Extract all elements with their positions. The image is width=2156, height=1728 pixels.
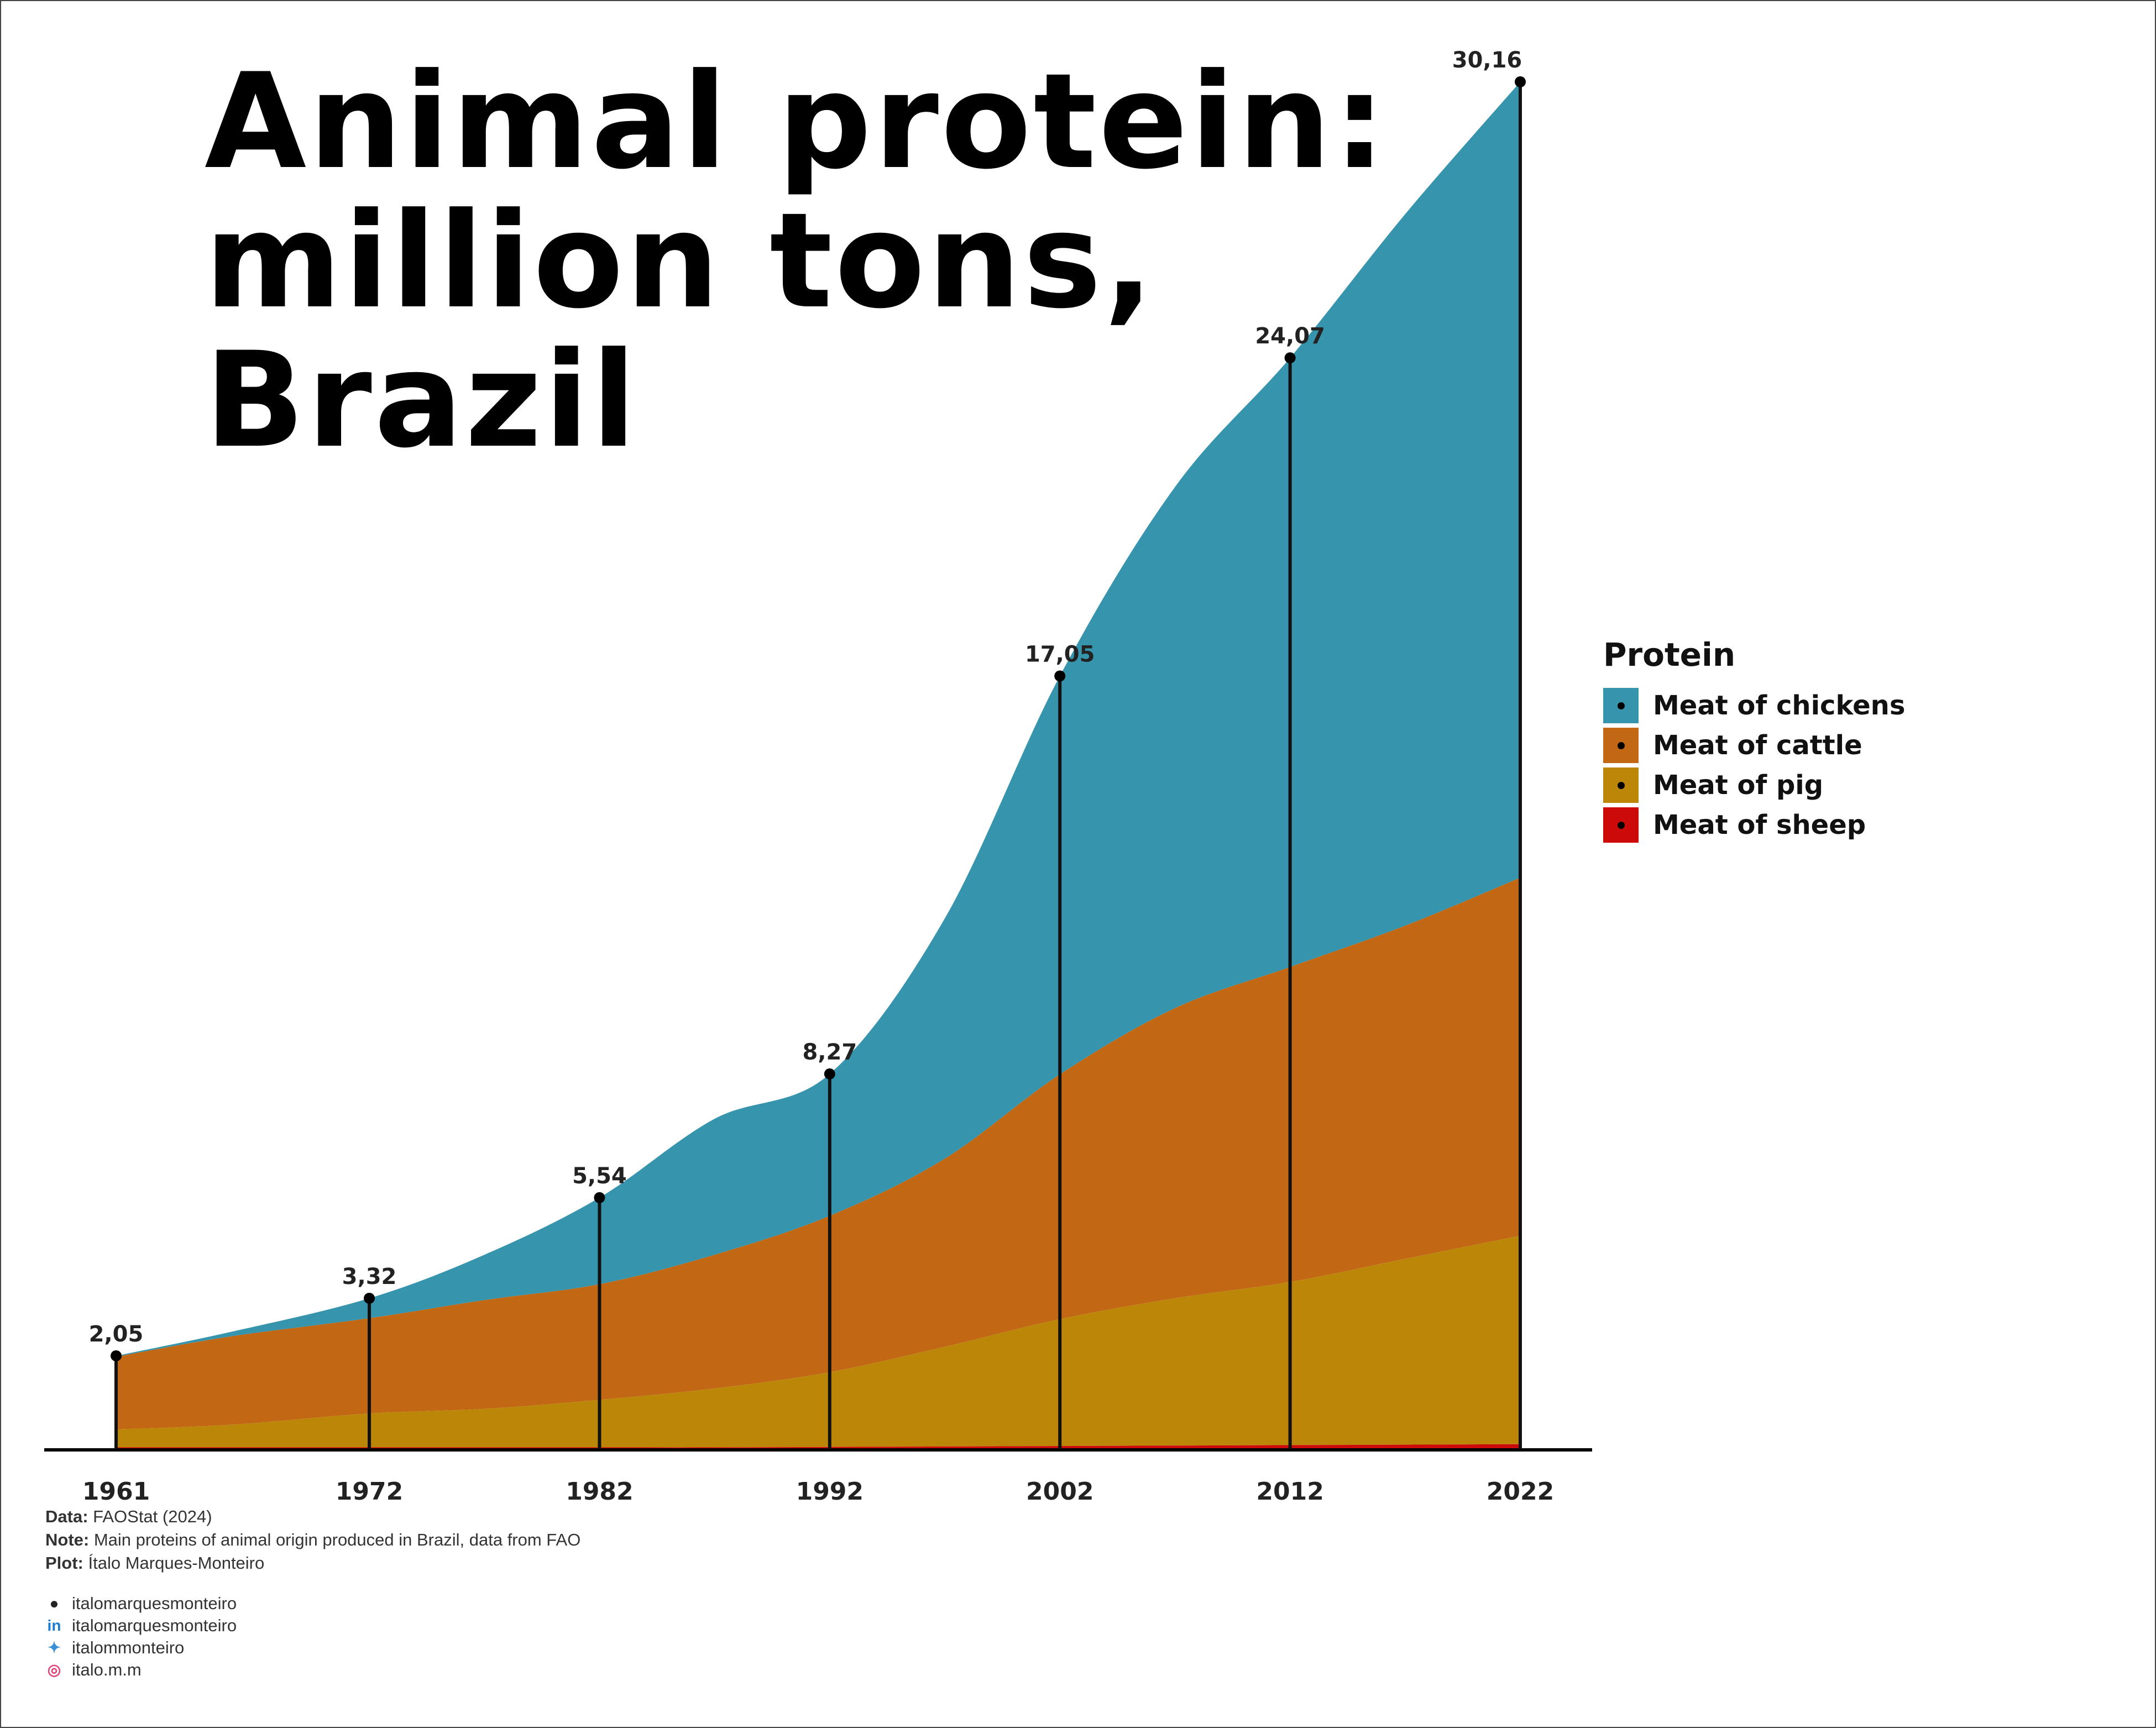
point-1992 [824,1068,835,1080]
x-tick-1992: 1992 [796,1478,864,1506]
x-tick-1961: 1961 [82,1478,150,1506]
area-meat-of-pig [116,1235,1520,1448]
x-tick-labels: 1961 1972 1982 1992 2002 2012 2022 [82,1478,1554,1506]
point-1982 [594,1192,605,1203]
legend-item-sheep: Meat of sheep [1603,805,1905,845]
value-label-2012: 24,07 [1255,323,1325,349]
legend: Protein Meat of chickens Meat of cattle … [1603,636,1905,845]
caption-data-line: Data: FAOStat (2024) [45,1505,580,1528]
area-meat-of-chickens [116,82,1520,1357]
legend-swatch-chickens [1603,688,1639,723]
legend-item-chickens: Meat of chickens [1603,686,1905,725]
x-tick-2002: 2002 [1026,1478,1093,1506]
legend-title: Protein [1603,636,1736,674]
social-github[interactable]: ● italomarquesmonteiro [45,1593,237,1615]
x-tick-1982: 1982 [566,1478,633,1506]
legend-swatch-sheep [1603,807,1639,843]
area-meat-of-cattle [116,878,1520,1429]
title-line-2: million tons, [205,185,1156,338]
social-twitter-text: italommonteiro [72,1638,185,1657]
value-label-1982: 5,54 [572,1163,627,1189]
x-tick-2022: 2022 [1487,1478,1554,1506]
social-github-text: italomarquesmonteiro [72,1594,237,1613]
legend-swatch-cattle [1603,728,1639,763]
area-meat-of-sheep [116,1444,1520,1449]
caption-note-line: Note: Main proteins of animal origin pro… [45,1528,580,1552]
caption-plot-label: Plot: [45,1553,83,1573]
github-icon: ● [49,1595,59,1612]
caption-plot-value: Ítalo Marques-Monteiro [88,1553,265,1573]
stacked-areas [116,82,1520,1449]
legend-label-cattle: Meat of cattle [1653,730,1862,761]
social-links: ● italomarquesmonteiro in italomarquesmo… [45,1593,237,1681]
legend-label-sheep: Meat of sheep [1653,810,1866,840]
caption: Data: FAOStat (2024) Note: Main proteins… [45,1505,580,1575]
highlight-stems: 2,05 3,32 5,54 8,27 17,05 24,07 30,16 [89,48,1526,1449]
chart-title: Animal protein: million tons, Brazil [205,53,1388,471]
social-twitter[interactable]: ✦ italommonteiro [45,1637,237,1659]
value-label-1992: 8,27 [802,1040,857,1065]
legend-label-pig: Meat of pig [1653,770,1824,801]
legend-item-pig: Meat of pig [1603,765,1905,805]
x-tick-2012: 2012 [1256,1478,1323,1506]
caption-data-value: FAOStat (2024) [93,1507,212,1526]
instagram-icon: ◎ [47,1661,61,1678]
x-tick-1972: 1972 [336,1478,403,1506]
social-instagram[interactable]: ◎ italo.m.m [45,1659,237,1681]
point-2022 [1515,76,1526,87]
caption-note-label: Note: [45,1530,90,1549]
title-line-3: Brazil [205,324,639,477]
value-label-1961: 2,05 [89,1322,144,1347]
legend-label-chickens: Meat of chickens [1653,690,1906,721]
point-2012 [1284,352,1296,364]
value-label-2022: 30,16 [1452,48,1522,73]
value-label-2002: 17,05 [1025,642,1095,667]
title-line-1: Animal protein: [205,45,1388,199]
value-label-1972: 3,32 [342,1264,397,1290]
point-2002 [1054,670,1066,682]
caption-note-value: Main proteins of animal origin produced … [93,1530,581,1549]
point-1961 [111,1350,122,1361]
twitter-icon: ✦ [48,1639,61,1656]
caption-data-label: Data: [45,1507,88,1526]
caption-plot-line: Plot: Ítalo Marques-Monteiro [45,1552,580,1575]
linkedin-icon: in [47,1617,61,1634]
social-linkedin[interactable]: in italomarquesmonteiro [45,1615,237,1637]
point-1972 [364,1292,375,1304]
social-instagram-text: italo.m.m [72,1660,142,1679]
social-linkedin-text: italomarquesmonteiro [72,1616,237,1635]
legend-item-cattle: Meat of cattle [1603,725,1905,765]
legend-swatch-pig [1603,768,1639,803]
